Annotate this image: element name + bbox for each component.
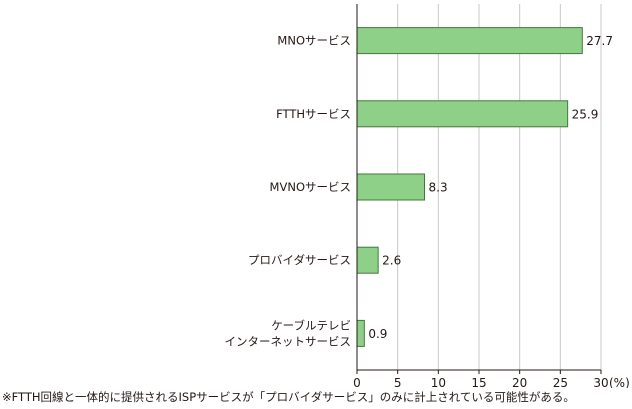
tick-label: 30 <box>593 376 608 388</box>
tick-label: 15 <box>471 376 486 388</box>
footnote: ※FTTH回線と一体的に提供されるISPサービスが「プロバイダサービス」のみに計… <box>2 390 575 404</box>
tick-label: 25 <box>553 376 568 388</box>
tick-label: 0 <box>353 376 361 388</box>
category-label: インターネットサービス <box>225 334 352 348</box>
category-labels: MNOサービス FTTHサービス MVNOサービスプロバイダサービスケーブルテレビイ… <box>225 34 352 349</box>
bar-chart: MNOサービス FTTHサービス MVNOサービスプロバイダサービスケーブルテレビイ… <box>225 4 630 388</box>
bar <box>356 246 379 274</box>
data-label: 27.7 <box>586 34 613 48</box>
data-label: 0.9 <box>368 327 387 341</box>
bar <box>356 27 583 55</box>
data-label: 2.6 <box>382 254 401 268</box>
data-label: 8.3 <box>429 181 448 195</box>
category-label: ケーブルテレビ <box>271 318 351 332</box>
x-unit-label: (%) <box>609 376 630 388</box>
bar <box>356 100 569 128</box>
x-axis: 0 5 10 15 20 25 30 (%) <box>353 4 630 388</box>
category-label: プロバイダサービス <box>248 253 351 267</box>
gridlines <box>397 4 602 370</box>
category-label: MVNOサービス <box>270 180 351 194</box>
bar <box>356 173 426 201</box>
bar <box>356 319 365 347</box>
tick-label: 10 <box>431 376 446 388</box>
value-labels: 27.7 25.9 8.3 2.6 0.9 <box>368 34 613 341</box>
category-label: FTTHサービス <box>276 107 351 121</box>
tick-label: 5 <box>394 376 402 388</box>
tick-label: 20 <box>512 376 527 388</box>
category-label: MNOサービス <box>277 34 351 48</box>
data-label: 25.9 <box>572 107 599 121</box>
bars <box>356 27 583 347</box>
